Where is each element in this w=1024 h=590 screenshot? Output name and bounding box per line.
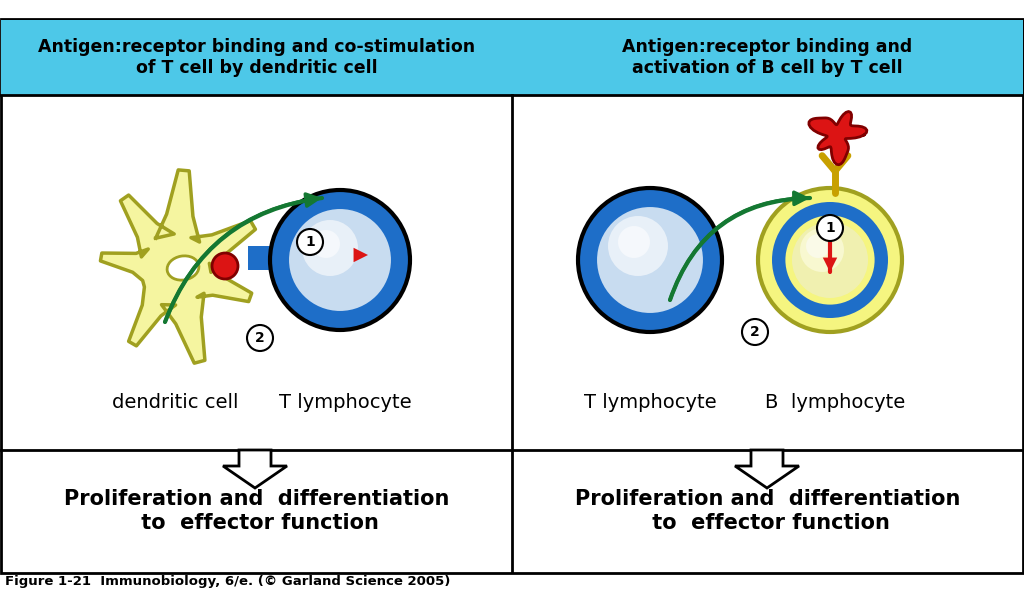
- Circle shape: [302, 220, 358, 276]
- FancyBboxPatch shape: [1, 19, 1023, 573]
- Circle shape: [297, 229, 323, 255]
- Circle shape: [806, 234, 830, 258]
- Circle shape: [758, 188, 902, 332]
- Text: 2: 2: [751, 325, 760, 339]
- Circle shape: [772, 202, 888, 318]
- Circle shape: [578, 188, 722, 332]
- Circle shape: [800, 228, 844, 272]
- Text: Proliferation and  differentiation
 to  effector function: Proliferation and differentiation to eff…: [63, 489, 450, 533]
- Circle shape: [792, 222, 868, 298]
- Text: Figure 1-21  Immunobiology, 6/e. (© Garland Science 2005): Figure 1-21 Immunobiology, 6/e. (© Garla…: [5, 575, 451, 588]
- Ellipse shape: [167, 256, 199, 280]
- Circle shape: [742, 319, 768, 345]
- Text: T lymphocyte: T lymphocyte: [279, 392, 412, 411]
- FancyBboxPatch shape: [1, 20, 512, 95]
- Circle shape: [817, 215, 843, 241]
- Text: Antigen:receptor binding and
activation of B cell by T cell: Antigen:receptor binding and activation …: [623, 38, 912, 77]
- Text: dendritic cell: dendritic cell: [112, 392, 239, 411]
- Circle shape: [608, 216, 668, 276]
- Text: 1: 1: [305, 235, 314, 249]
- FancyBboxPatch shape: [512, 20, 1023, 95]
- Circle shape: [270, 190, 410, 330]
- Polygon shape: [809, 112, 867, 165]
- Circle shape: [618, 226, 650, 258]
- Circle shape: [212, 253, 238, 279]
- Text: 1: 1: [825, 221, 835, 235]
- Polygon shape: [735, 450, 799, 488]
- Circle shape: [784, 214, 876, 306]
- Circle shape: [596, 206, 705, 314]
- Polygon shape: [223, 450, 287, 488]
- Text: Proliferation and  differentiation
 to  effector function: Proliferation and differentiation to eff…: [574, 489, 961, 533]
- Text: T lymphocyte: T lymphocyte: [584, 392, 717, 411]
- Circle shape: [247, 325, 273, 351]
- Text: B  lymphocyte: B lymphocyte: [765, 392, 905, 411]
- Circle shape: [288, 208, 392, 312]
- Circle shape: [312, 230, 340, 258]
- Polygon shape: [100, 170, 255, 363]
- FancyBboxPatch shape: [248, 246, 275, 270]
- Text: Antigen:receptor binding and co-stimulation
of T cell by dendritic cell: Antigen:receptor binding and co-stimulat…: [38, 38, 475, 77]
- Text: 2: 2: [255, 331, 265, 345]
